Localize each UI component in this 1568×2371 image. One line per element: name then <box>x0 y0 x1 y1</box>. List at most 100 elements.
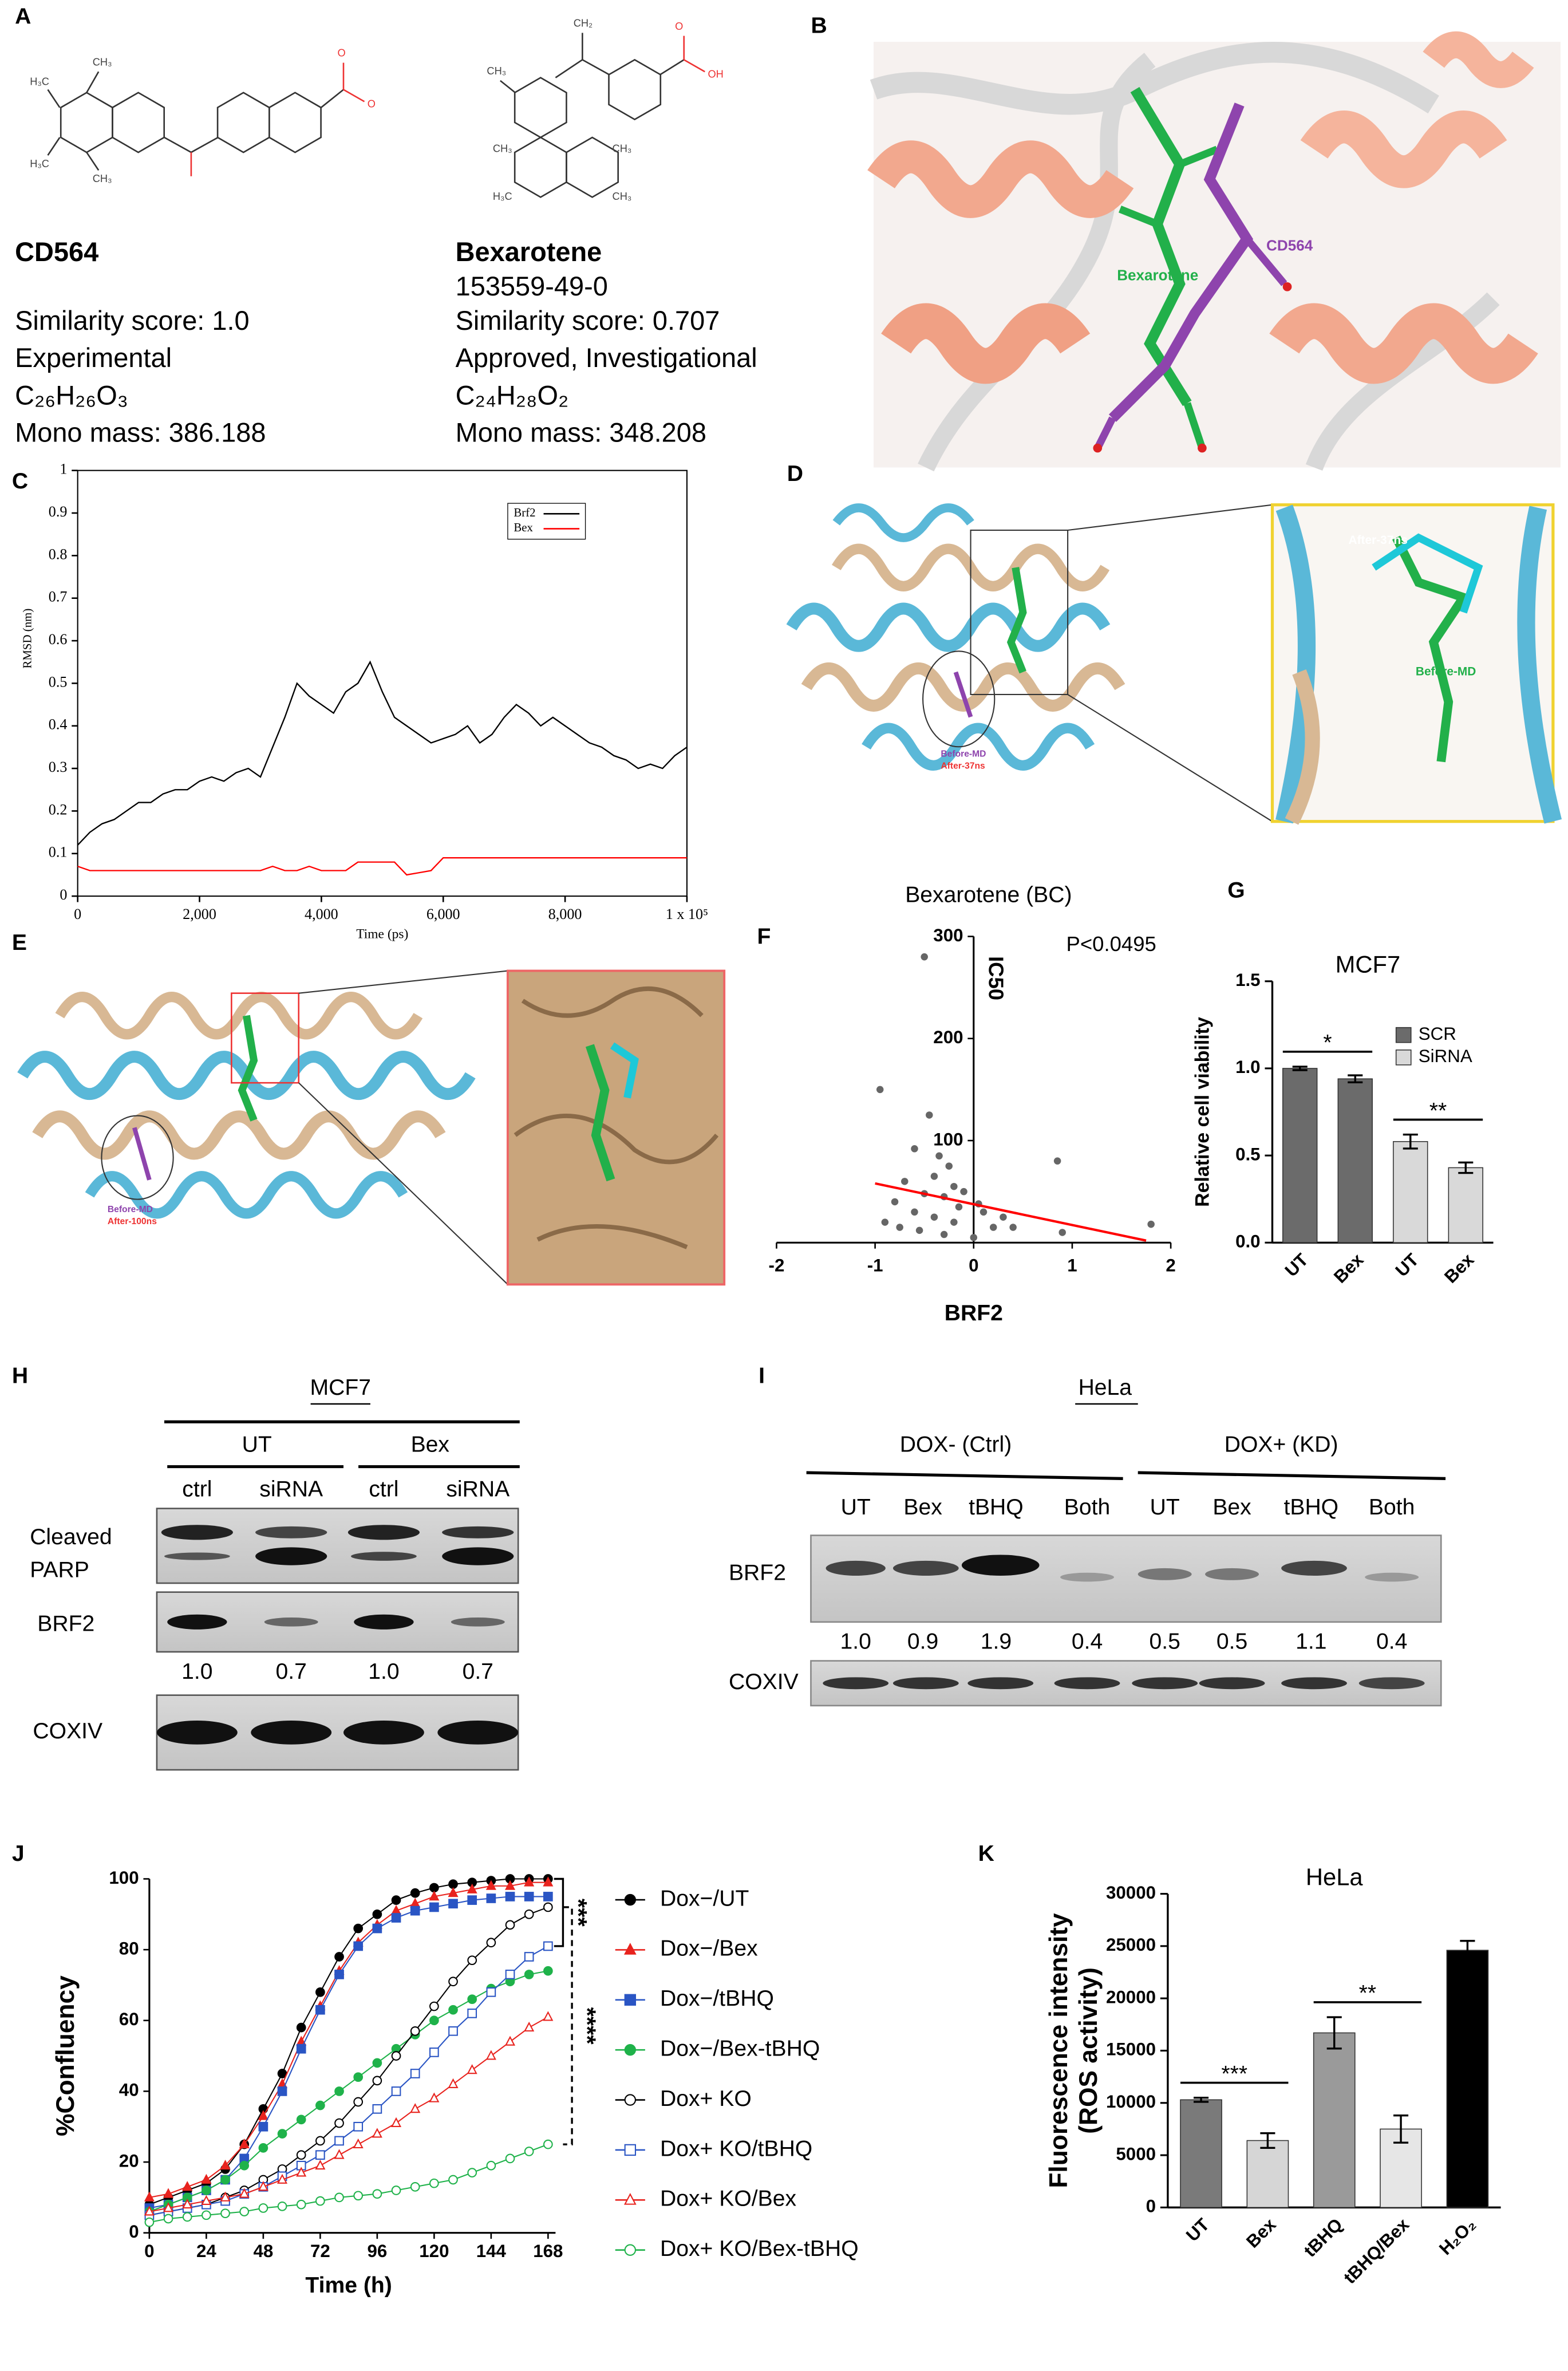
point <box>935 1152 943 1160</box>
bar <box>1337 1078 1373 1244</box>
marker <box>448 1899 458 1909</box>
x-tick-label: 0 <box>74 906 81 922</box>
y-tick-label: 0 <box>129 2222 139 2242</box>
atom-label: CH₃ <box>493 143 512 155</box>
legend-label: Brf2 <box>514 506 535 519</box>
series-line <box>149 1970 548 2212</box>
point <box>1009 1224 1017 1231</box>
marker <box>353 2138 364 2149</box>
md-label: After-100ns <box>108 1217 157 1226</box>
point <box>1053 1157 1061 1165</box>
lane-label: ctrl <box>369 1477 398 1502</box>
x-tick-label: Bex <box>1440 1249 1478 1287</box>
marker <box>239 2138 250 2149</box>
y-tick-label: 0.1 <box>49 844 68 861</box>
band-quantity: 1.0 <box>368 1659 399 1684</box>
marker <box>353 1941 364 1951</box>
marker <box>372 2128 382 2138</box>
series-line <box>149 1878 548 2206</box>
marker <box>410 2103 421 2113</box>
error-bar <box>1292 1066 1308 1071</box>
marker <box>296 2199 306 2210</box>
atom-label: O <box>675 20 683 32</box>
marker <box>486 1938 496 1948</box>
point <box>915 1226 923 1234</box>
compound-info: Mono mass: 386.188 <box>15 417 266 447</box>
point <box>930 1213 938 1221</box>
lane-label: Bex <box>903 1495 942 1520</box>
y-tick-label: 200 <box>933 1027 963 1047</box>
band-quantity: 0.9 <box>907 1630 938 1654</box>
blot-group: DOX- (Ctrl) <box>900 1432 1012 1457</box>
significance-label: * <box>1323 1031 1332 1055</box>
y-tick-label: 0.9 <box>49 503 68 520</box>
point <box>896 1224 903 1231</box>
error-bar <box>1403 1133 1418 1150</box>
marker <box>182 2212 192 2222</box>
point <box>960 1188 967 1196</box>
legend-label: SiRNA <box>1419 1046 1472 1066</box>
marker <box>485 2050 496 2060</box>
point <box>979 1208 988 1216</box>
marker <box>353 1923 364 1934</box>
significance-label: *** <box>565 1899 592 1927</box>
series-line <box>77 660 688 846</box>
x-tick-label: 144 <box>476 2241 507 2261</box>
marker <box>296 2043 306 2054</box>
series-line <box>149 2016 548 2212</box>
compound-info: Mono mass: 348.208 <box>456 417 706 447</box>
point <box>940 1230 948 1238</box>
x-tick-label: 2,000 <box>183 906 216 922</box>
point <box>891 1198 899 1206</box>
marker <box>144 2191 155 2202</box>
line-chart: 0 24 48 72 96 120 144 168 0 20 40 60 80 100 Time (h) %C… <box>52 1868 859 2298</box>
lane-label: Both <box>1369 1495 1415 1520</box>
marker <box>543 1892 553 1901</box>
legend-label: Dox−/Bex <box>660 1936 758 1961</box>
marker <box>239 2188 250 2198</box>
chart-title: HeLa <box>1306 1864 1364 1891</box>
marker <box>353 2097 364 2107</box>
marker <box>429 1891 440 1901</box>
x-tick-label: -2 <box>769 1255 785 1275</box>
marker <box>296 2167 307 2177</box>
marker <box>448 1887 459 1897</box>
y-tick-label: 5000 <box>1116 2144 1156 2164</box>
marker <box>543 1876 554 1887</box>
bar <box>1393 1141 1428 1244</box>
y-tick-label: 0.5 <box>49 673 68 690</box>
atom-label: H₃C <box>30 157 49 169</box>
x-tick-label: 72 <box>310 2241 330 2261</box>
compound-info: C₂₄H₂₈O₂ <box>456 380 569 410</box>
row-label: COXIV <box>729 1670 799 1694</box>
point <box>950 1182 958 1190</box>
marker <box>277 2086 287 2096</box>
y-tick-label: 0 <box>1146 2196 1156 2216</box>
marker <box>623 2193 637 2205</box>
marker <box>334 2086 344 2096</box>
compound-info: Similarity score: 0.707 <box>456 305 720 336</box>
legend-label: Dox+ KO/Bex-tBHQ <box>660 2236 859 2261</box>
marker <box>296 2022 306 2033</box>
bar <box>1246 2140 1289 2208</box>
marker <box>485 1880 496 1890</box>
marker <box>258 2203 268 2213</box>
y-tick-label: 1.5 <box>1235 970 1261 990</box>
band-quantity: 0.7 <box>463 1659 493 1684</box>
x-axis-label: Time (ps) <box>356 926 408 941</box>
point <box>930 1173 938 1180</box>
y-tick-label: 20 <box>119 2151 139 2171</box>
y-tick-label: 40 <box>119 2080 139 2100</box>
lane-label: Bex <box>1212 1495 1251 1520</box>
marker <box>504 2035 516 2046</box>
row-label: COXIV <box>33 1719 102 1743</box>
marker <box>353 2191 364 2201</box>
significance-label: **** <box>574 2007 601 2045</box>
x-tick-label: UT <box>1392 1249 1423 1280</box>
marker <box>163 2202 174 2212</box>
y-tick-label: 0.7 <box>49 589 68 605</box>
marker <box>524 1970 534 1979</box>
y-tick-label: 20000 <box>1106 1987 1156 2007</box>
row-label: Cleaved <box>30 1525 112 1549</box>
marker <box>467 2009 477 2018</box>
